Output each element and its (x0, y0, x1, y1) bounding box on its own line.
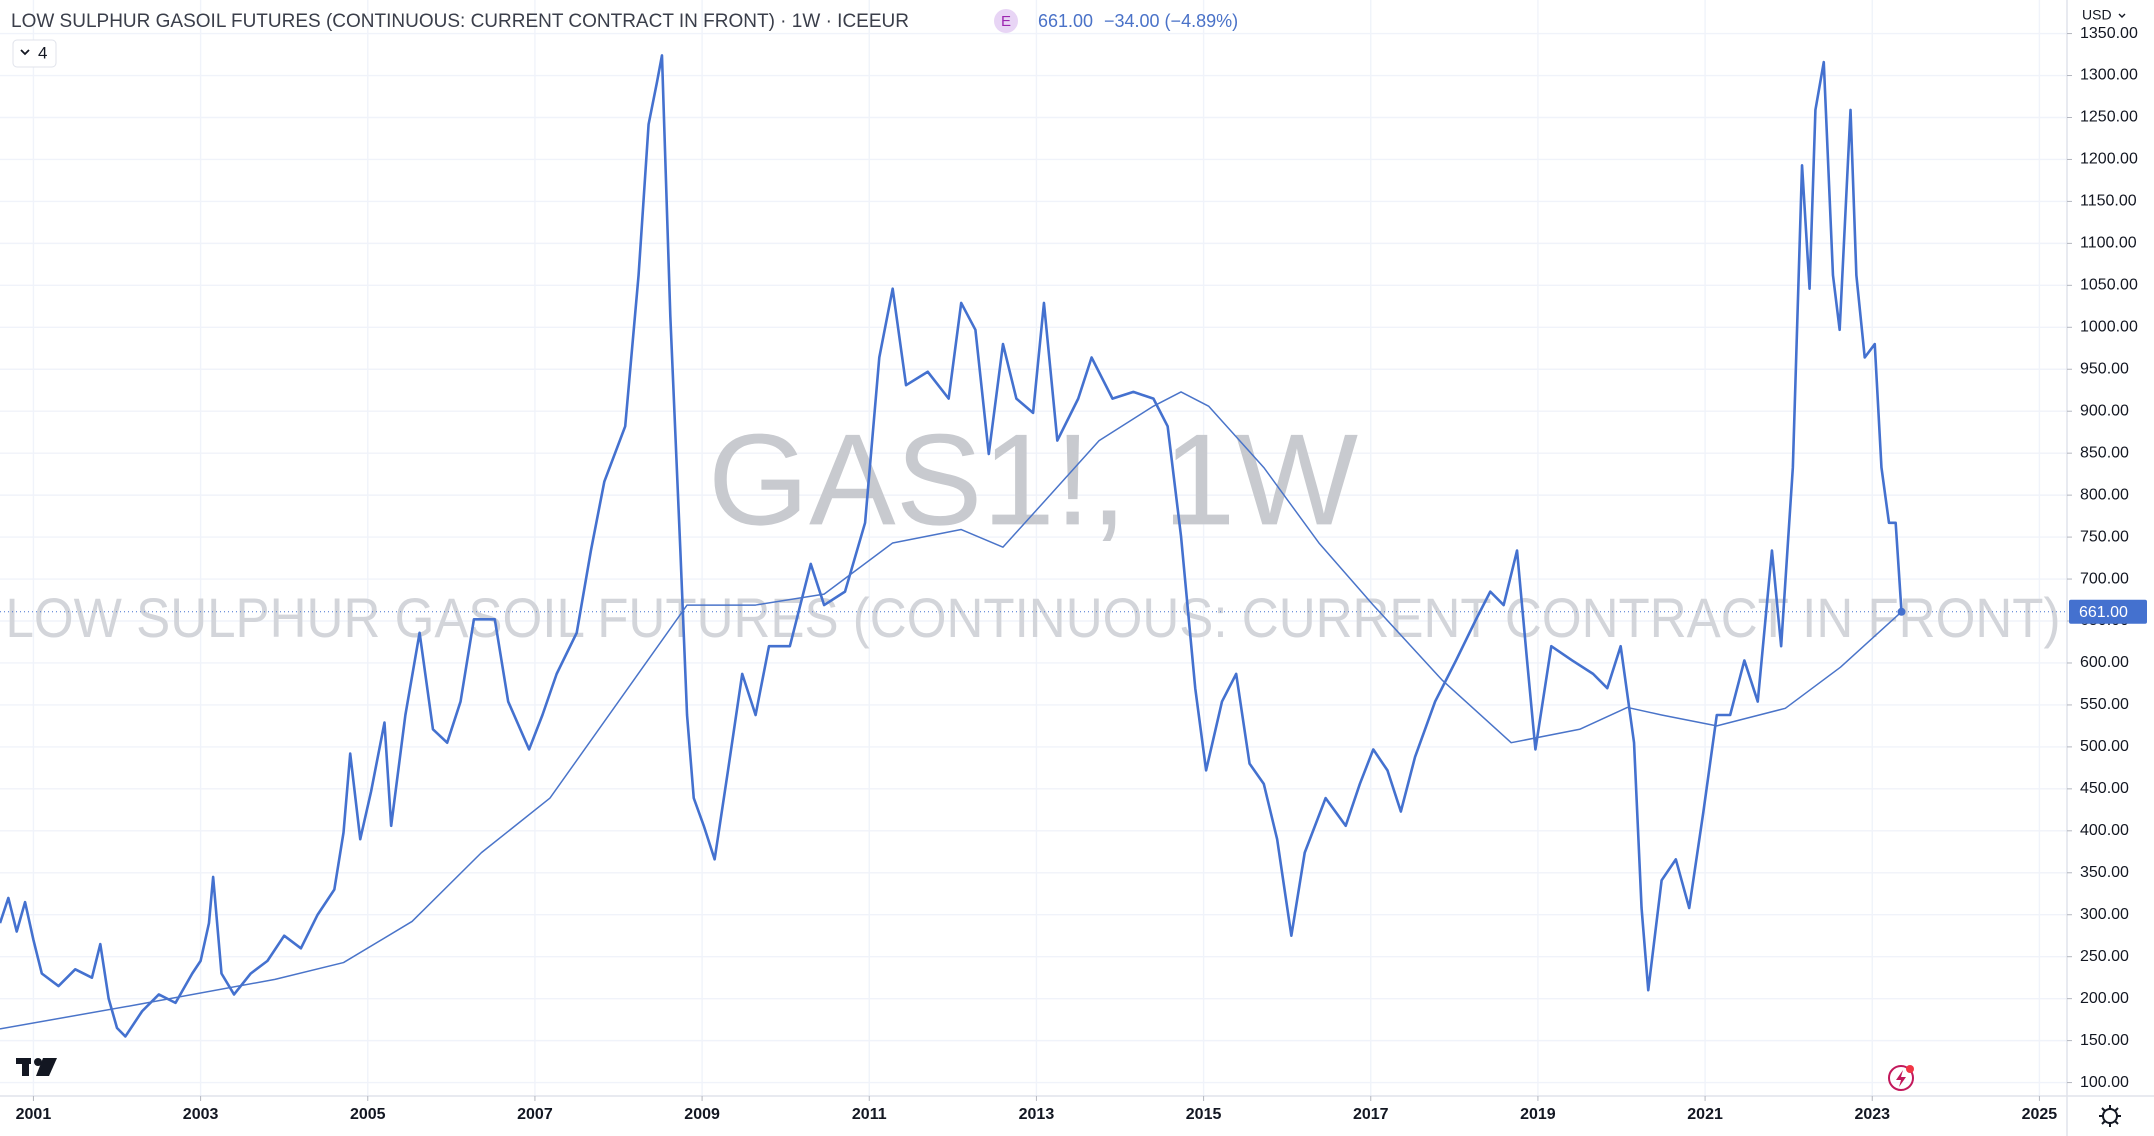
y-tick-label: 300.00 (2080, 906, 2129, 923)
exchange-badge-bg (994, 9, 1018, 33)
symbol-title: LOW SULPHUR GASOIL FUTURES (CONTINUOUS: … (11, 11, 909, 32)
y-tick-label: 400.00 (2080, 822, 2129, 839)
x-tick-label: 2017 (1353, 1106, 1389, 1123)
plot (0, 54, 2067, 1038)
y-tick-label: 700.00 (2080, 570, 2129, 587)
x-tick-label: 2011 (852, 1106, 887, 1123)
y-tick-label: 750.00 (2080, 528, 2129, 545)
watermark-description: LOW SULPHUR GASOIL FUTURES (CONTINUOUS: … (6, 586, 2061, 649)
logo-part (22, 1058, 29, 1076)
axes: 100.00 150.00 200.00 250.00 300.00 350.00 400.… (16, 25, 2147, 1123)
y-tick-label: 450.00 (2080, 780, 2129, 797)
logo-part (36, 1058, 57, 1076)
price-line (0, 391, 1903, 1030)
x-tick-label: 2001 (16, 1106, 52, 1123)
last-price-badge (2069, 599, 2147, 624)
gear-teeth (2099, 1105, 2121, 1127)
x-tick-label: 2005 (350, 1106, 386, 1123)
header-change: −34.00 (−4.89%) (1104, 11, 1238, 31)
y-tick-label: 900.00 (2080, 402, 2129, 419)
y-tick-label: 1050.00 (2080, 277, 2138, 294)
x-tick-label: 2023 (1854, 1106, 1890, 1123)
y-tick-label: 1200.00 (2080, 151, 2138, 168)
logo-part (34, 1058, 42, 1066)
y-tick-label: 250.00 (2080, 948, 2129, 965)
settings-gear[interactable] (2099, 1105, 2121, 1127)
lightning-icon (1896, 1070, 1906, 1087)
currency[interactable]: USD (2082, 7, 2112, 23)
y-tick-label: 200.00 (2080, 990, 2129, 1007)
y-tick-label: 1300.00 (2080, 67, 2138, 84)
x-tick-label: 2021 (1687, 1106, 1723, 1123)
y-tick-label: 1250.00 (2080, 109, 2138, 126)
header-price: 661.00 (1038, 11, 1093, 31)
y-tick-label: 100.00 (2080, 1074, 2129, 1091)
y-tick-label: 600.00 (2080, 654, 2129, 671)
y-tick-label: 1350.00 (2080, 25, 2138, 42)
notification-dot (1906, 1065, 1914, 1073)
lightning-ring (1888, 1065, 1914, 1091)
y-tick-label: 950.00 (2080, 360, 2129, 377)
y-tick-label: 1000.00 (2080, 319, 2138, 336)
x-tick-label: 2007 (517, 1106, 553, 1123)
last-point (1897, 607, 1906, 616)
y-tick-label: 800.00 (2080, 486, 2129, 503)
currency-chevron (2118, 13, 2126, 18)
tradingview-logo[interactable] (16, 1058, 57, 1076)
x-tick-label: 2009 (684, 1106, 720, 1123)
x-tick-label: 2019 (1520, 1106, 1556, 1123)
y-tick-label: 550.00 (2080, 696, 2129, 713)
indicators-count[interactable]: 4 (38, 43, 47, 62)
x-tick-label: 2025 (2022, 1106, 2058, 1123)
last-price-label: 661.00 (2079, 604, 2128, 621)
y-tick-label: 350.00 (2080, 864, 2129, 881)
indicators-toggle[interactable] (12, 39, 57, 68)
exchange-badge[interactable]: E (1001, 13, 1011, 30)
y-tick-label: 500.00 (2080, 738, 2129, 755)
y-tick-label: 150.00 (2080, 1032, 2129, 1049)
x-tick-label: 2013 (1019, 1106, 1055, 1123)
x-tick-label: 2003 (183, 1106, 219, 1123)
y-tick-label: 1100.00 (2080, 235, 2137, 252)
grid (0, 0, 2067, 1096)
y-tick-label: 1150.00 (2080, 193, 2137, 210)
x-tick-label: 2015 (1186, 1106, 1222, 1123)
chevron-icon (20, 49, 30, 56)
y-tick-label: 850.00 (2080, 444, 2129, 461)
watermark-symbol: GAS1!, 1W (708, 406, 1358, 552)
price-line (0, 54, 1903, 1038)
lightning-button[interactable] (1888, 1065, 1914, 1091)
